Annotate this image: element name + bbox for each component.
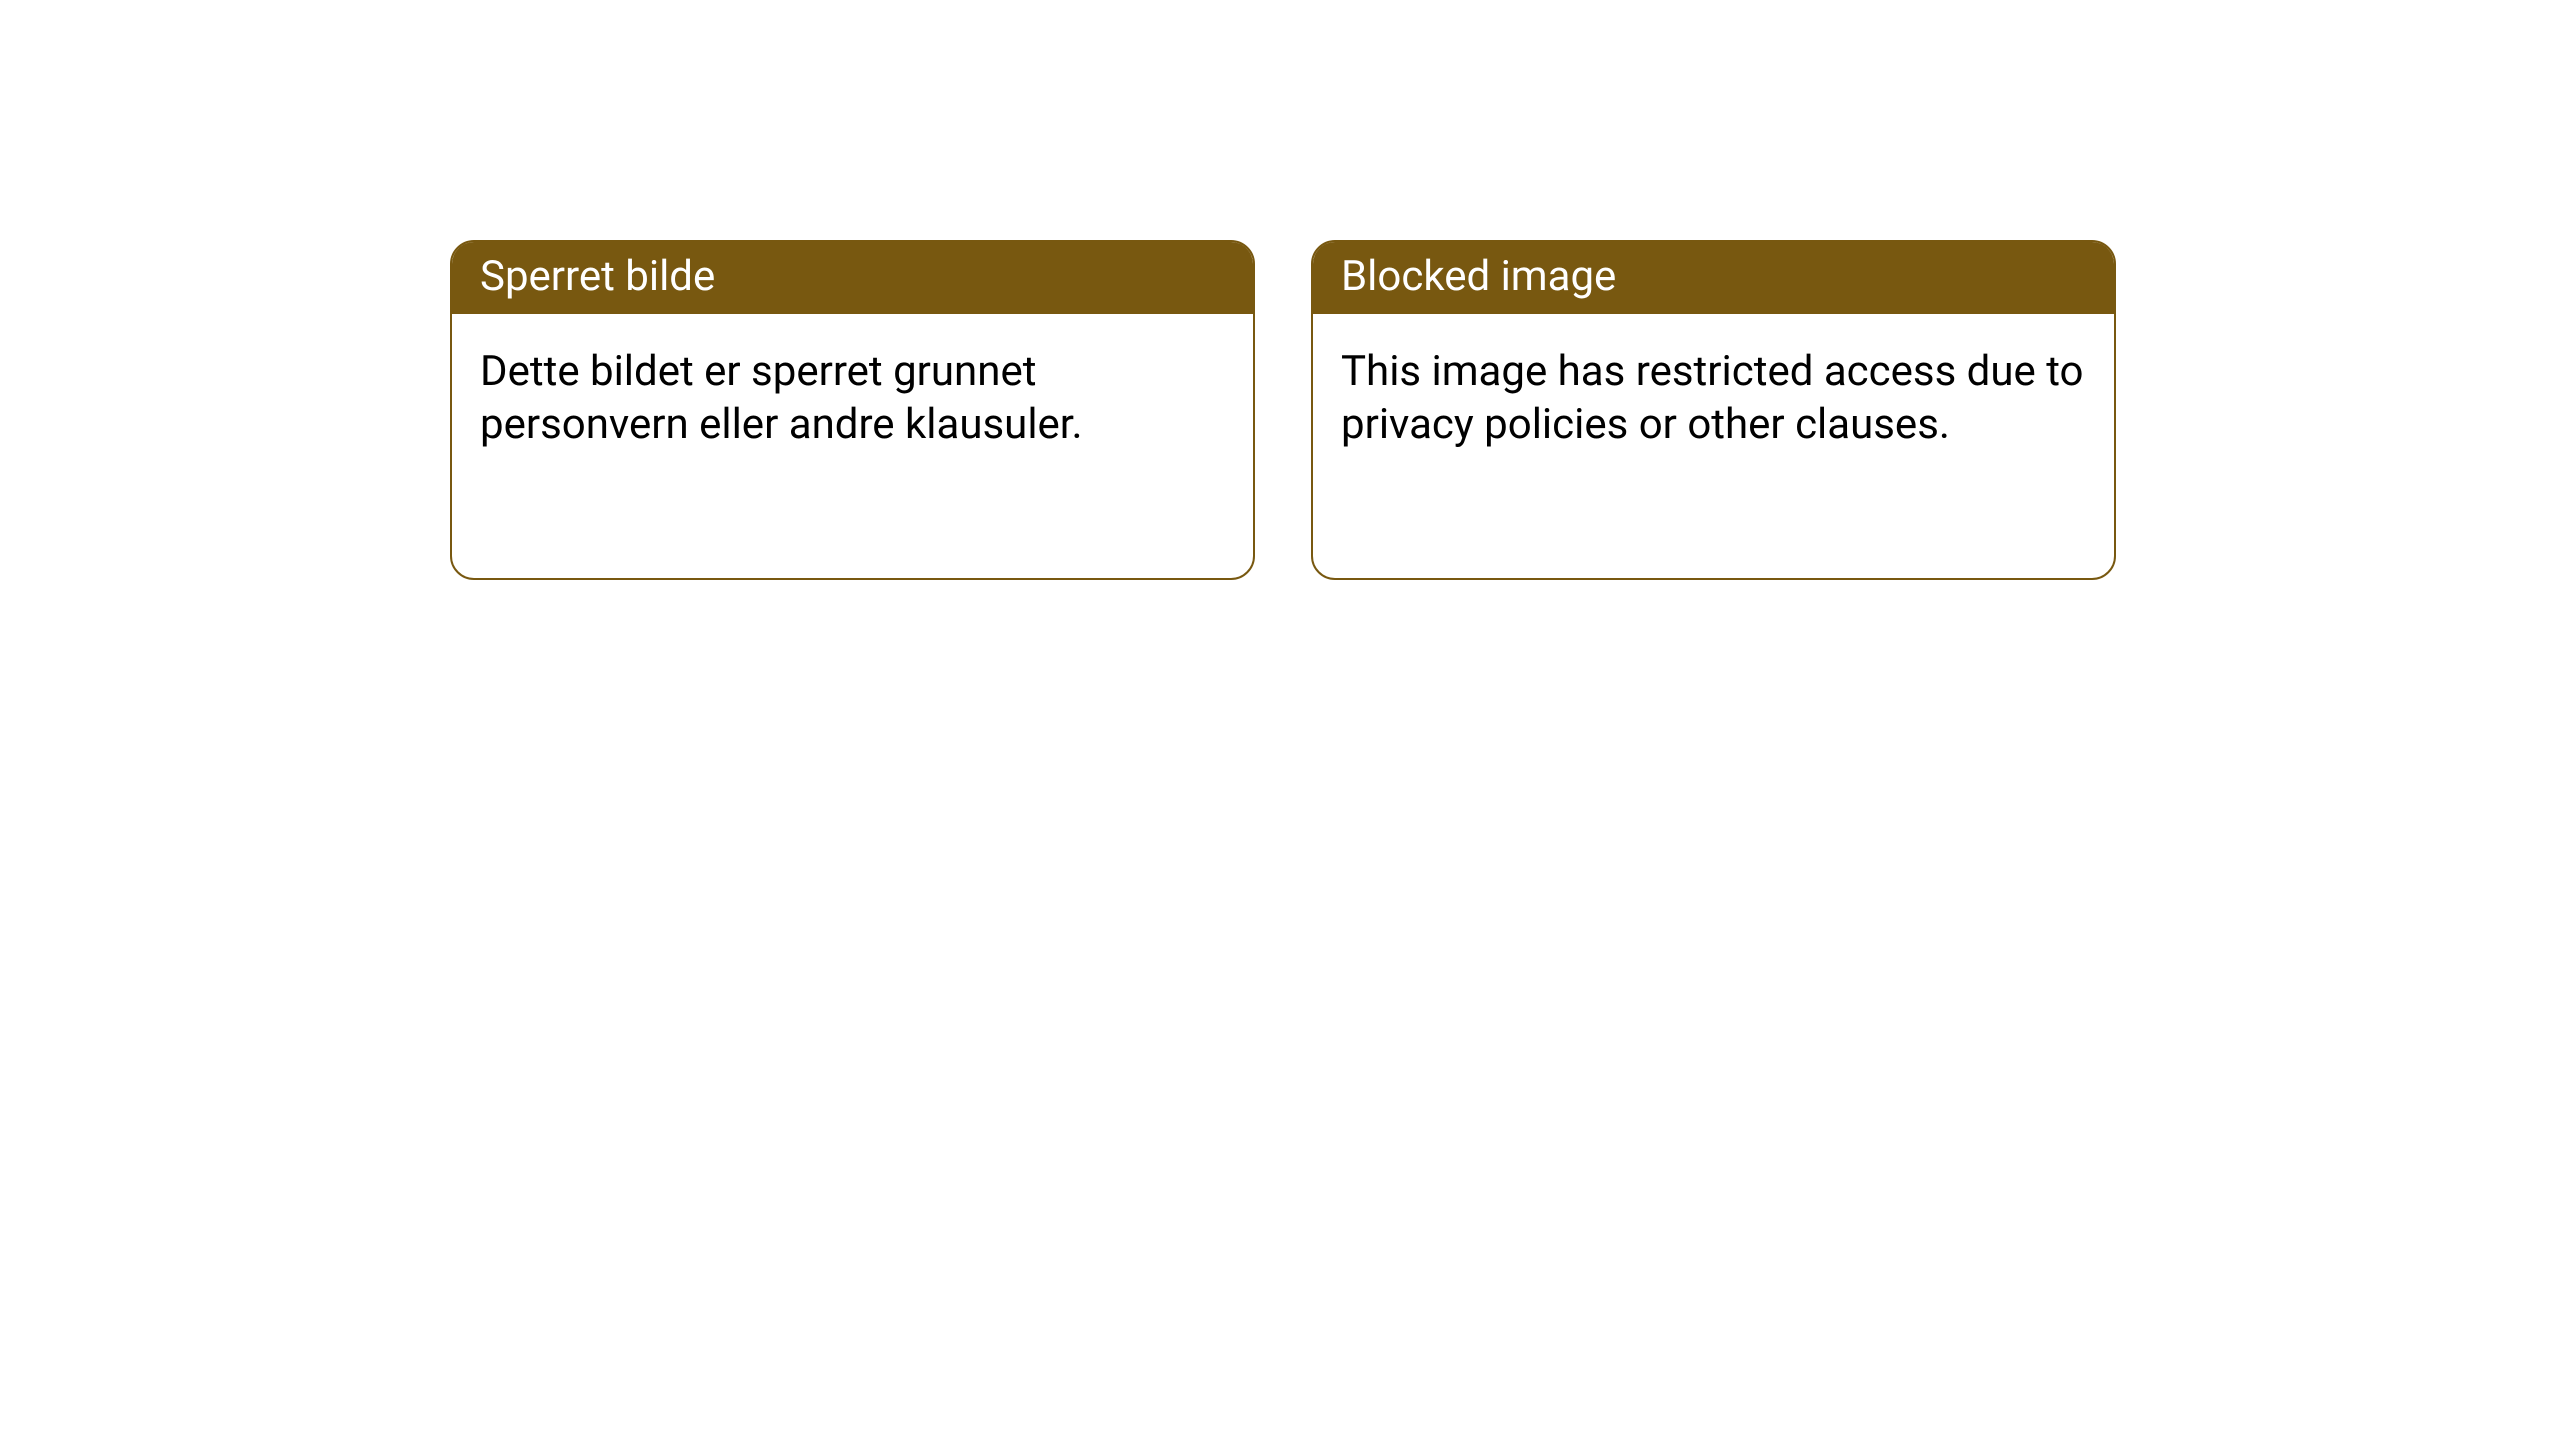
- cards-container: Sperret bilde Dette bildet er sperret gr…: [450, 240, 2560, 580]
- card-body: Dette bildet er sperret grunnet personve…: [452, 314, 1253, 483]
- card-body: This image has restricted access due to …: [1313, 314, 2114, 483]
- card-blocked-image-en: Blocked image This image has restricted …: [1311, 240, 2116, 580]
- card-blocked-image-no: Sperret bilde Dette bildet er sperret gr…: [450, 240, 1255, 580]
- card-header: Sperret bilde: [452, 242, 1253, 314]
- card-header: Blocked image: [1313, 242, 2114, 314]
